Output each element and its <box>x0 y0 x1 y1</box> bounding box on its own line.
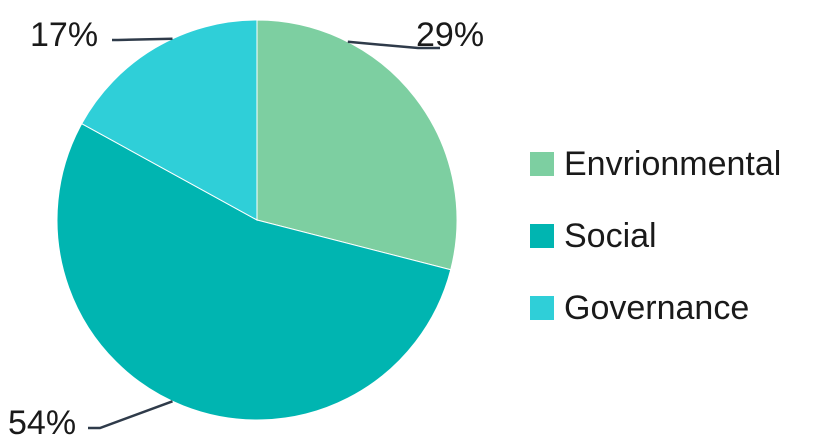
leader-line-governance <box>112 37 173 42</box>
leader-line-envrionmental <box>347 40 440 50</box>
legend-swatch-governance <box>530 296 554 320</box>
legend: Envrionmental Social Governance <box>530 145 781 327</box>
leader-lines <box>88 37 440 430</box>
legend-swatch-social <box>530 224 554 248</box>
pie-slice-social <box>56 122 452 421</box>
legend-swatch-envrionmental <box>530 152 554 176</box>
pie-slices <box>56 19 458 421</box>
legend-label-governance: Governance <box>564 289 749 327</box>
legend-label-envrionmental: Envrionmental <box>564 145 781 183</box>
pie-slice-envrionmental <box>256 19 458 271</box>
pie-slice-governance <box>81 19 258 221</box>
legend-label-social: Social <box>564 217 657 255</box>
data-labels: 29% 54% 17% <box>8 16 484 438</box>
data-label-envrionmental: 29% <box>416 16 484 54</box>
leader-line-social <box>88 400 173 430</box>
data-label-governance: 17% <box>30 16 98 54</box>
data-label-social: 54% <box>8 404 76 438</box>
